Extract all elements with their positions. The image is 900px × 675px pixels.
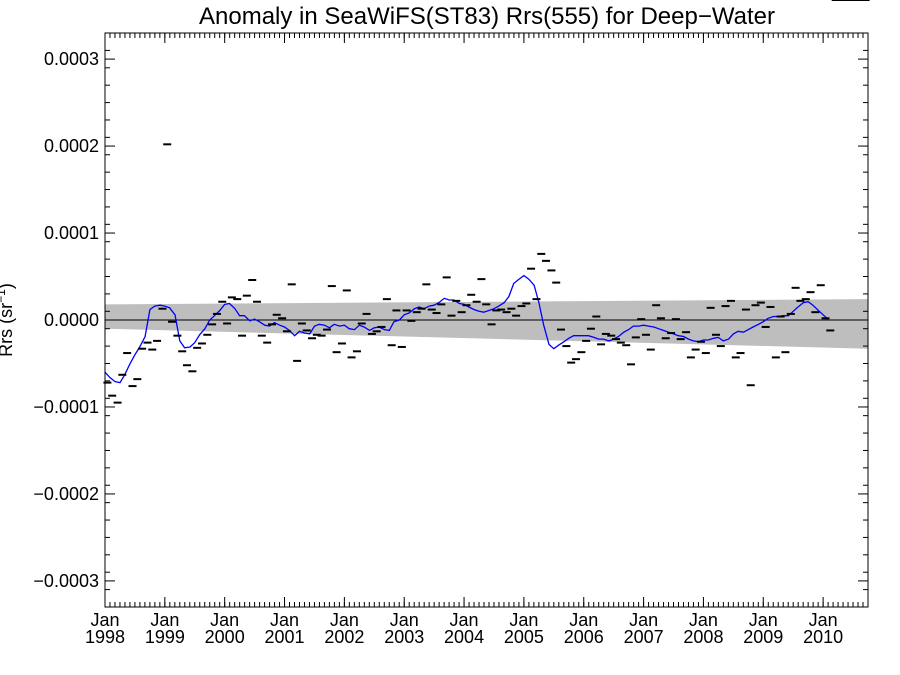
monthly-anomaly-points [103,0,870,404]
x-tick-year: 2005 [504,627,544,647]
x-tick-month: Jan [749,610,778,630]
x-tick-year: 2008 [683,627,723,647]
y-tick-label: −0.0002 [33,484,99,504]
x-tick-year: 2010 [803,627,843,647]
y-tick-label: 0.0002 [44,136,99,156]
y-tick-label: 0.0000 [44,310,99,330]
x-tick-month: Jan [390,610,419,630]
y-axis-label: Rrs (sr−1) [0,283,16,357]
y-tick-label: −0.0003 [33,571,99,591]
x-tick-month: Jan [629,610,658,630]
x-tick-month: Jan [809,610,838,630]
y-tick-labels: 0.0003 0.0002 0.0001 0.0000 −0.0001 −0.0002 −0… [33,49,99,591]
y-tick-label: 0.0001 [44,223,99,243]
y-axis-label-main: Rrs (sr [0,303,16,357]
chart-title: Anomaly in SeaWiFS(ST83) Rrs(555) for De… [199,3,775,30]
y-tick-label: −0.0001 [33,397,99,417]
x-tick-year: 2002 [324,627,364,647]
x-tick-year: 2000 [205,627,245,647]
x-tick-year: 1998 [85,627,125,647]
x-tick-year: 2009 [743,627,783,647]
y-axis-label-sup: −1 [0,289,8,303]
x-tick-month: Jan [450,610,479,630]
x-tick-month: Jan [330,610,359,630]
x-tick-year: 2001 [265,627,305,647]
x-tick-month: Jan [569,610,598,630]
x-tick-year: 1999 [145,627,185,647]
x-tick-year: 2006 [564,627,604,647]
axes [104,32,869,608]
x-tick-month: Jan [90,610,119,630]
x-tick-year: 2007 [624,627,664,647]
x-tick-month: Jan [270,610,299,630]
x-tick-month: Jan [689,610,718,630]
x-tick-month: Jan [150,610,179,630]
y-tick-label: 0.0003 [44,49,99,69]
x-tick-month: Jan [509,610,538,630]
x-tick-month: Jan [210,610,239,630]
x-tick-year: 2004 [444,627,484,647]
trend-band-area [105,299,868,349]
trend-confidence-band [105,299,868,349]
x-tick-labels: Jan1998Jan1999Jan2000Jan2001Jan2002Jan20… [85,610,843,647]
y-axis-label-close: ) [0,283,16,289]
x-tick-year: 2003 [384,627,424,647]
